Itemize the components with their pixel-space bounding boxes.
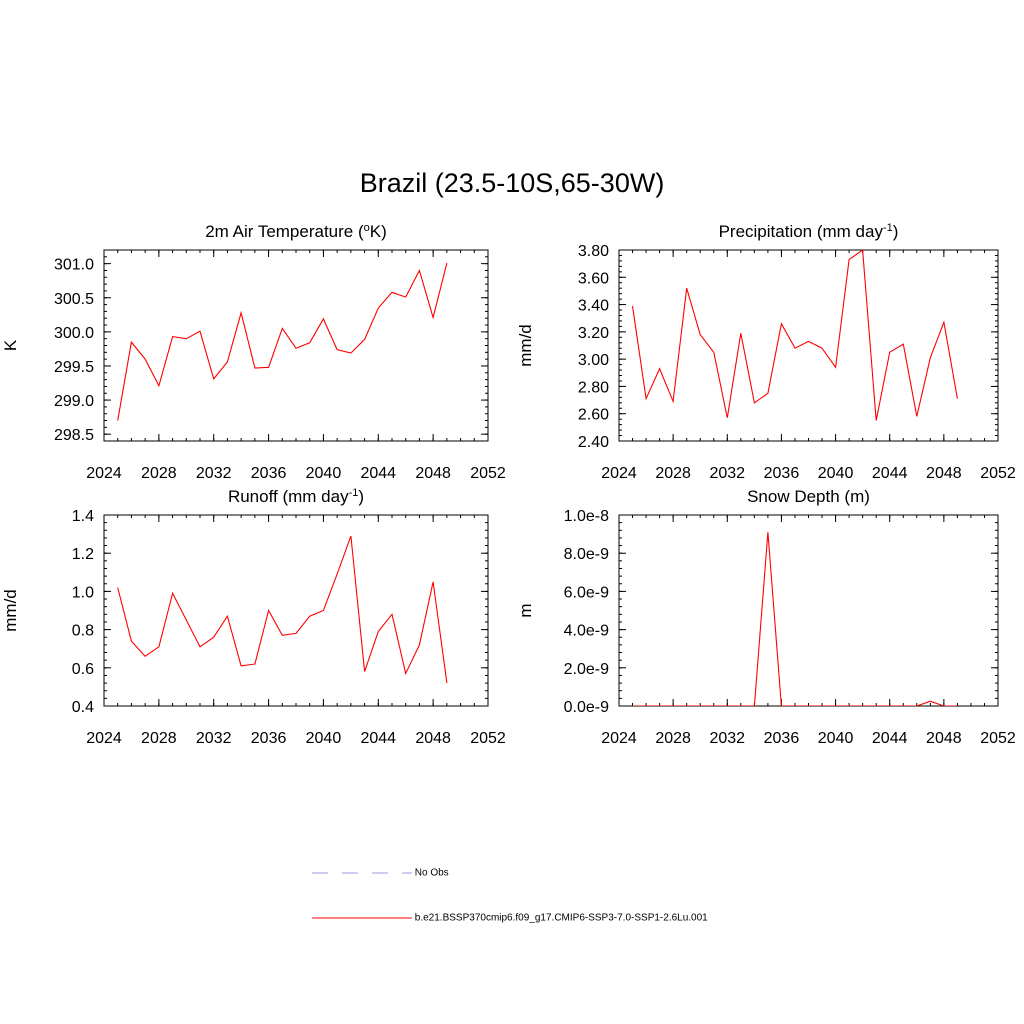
snow-depth-x-tick-label: 2024 — [601, 730, 637, 747]
snow-depth-plot-frame — [618, 514, 999, 707]
snow-depth-y-tick-label: 4.0e-9 — [564, 623, 609, 640]
precipitation-y-axis-label: mm/d — [516, 324, 535, 367]
legend-model-run: b.e21.BSSP370cmip6.f09_g17.CMIP6-SSP3-7.… — [312, 911, 708, 925]
legend-no-obs-label: No Obs — [414, 867, 449, 879]
runoff-y-tick-label: 1.0 — [72, 584, 94, 601]
legend-model-run-label: b.e21.BSSP370cmip6.f09_g17.CMIP6-SSP3-7.… — [414, 912, 708, 924]
temperature-x-tick-label: 2024 — [86, 465, 122, 482]
runoff-x-tick-label: 2044 — [360, 730, 396, 747]
runoff-plot-frame — [103, 514, 489, 707]
temperature-y-tick-label: 300.5 — [54, 291, 94, 308]
temperature-plot-frame — [103, 249, 489, 442]
temperature-y-tick-label: 300.0 — [54, 325, 94, 342]
snow-depth-x-tick-label: 2040 — [818, 730, 854, 747]
legend-no-obs: No Obs — [312, 866, 449, 880]
temperature-x-tick-label: 2036 — [251, 465, 287, 482]
precipitation-y-tick-label: 3.20 — [578, 325, 609, 342]
snow-depth-y-tick-label: 1.0e-8 — [564, 508, 609, 525]
precipitation-x-tick-label: 2052 — [980, 465, 1016, 482]
precipitation-x-tick-label: 2032 — [709, 465, 745, 482]
temperature-y-axis-label: K — [1, 339, 20, 351]
temperature-panel-title: 2m Air Temperature (oK) — [205, 222, 387, 241]
runoff-y-axis-label: mm/d — [1, 589, 20, 632]
temperature-y-tick-label: 299.0 — [54, 393, 94, 410]
runoff-x-tick-label: 2048 — [415, 730, 451, 747]
precipitation-x-tick-label: 2040 — [818, 465, 854, 482]
runoff-x-tick-label: 2052 — [470, 730, 506, 747]
runoff-x-tick-label: 2024 — [86, 730, 122, 747]
temperature-y-tick-label: 299.5 — [54, 359, 94, 376]
snow-depth-y-tick-label: 2.0e-9 — [564, 661, 609, 678]
temperature-x-tick-label: 2048 — [415, 465, 451, 482]
precipitation-x-tick-label: 2028 — [655, 465, 691, 482]
legend-model-run-line — [312, 917, 412, 919]
runoff-y-tick-label: 1.2 — [72, 546, 94, 563]
panel-temperature: 2024 2028 2032 2036 2040 2044 2048 2052 298.5 299… — [1, 222, 506, 482]
panel-runoff: 2024 2028 2032 2036 2040 2044 2048 2052 0.4 0.6 0.… — [1, 487, 506, 747]
precipitation-plot-frame — [618, 249, 999, 442]
runoff-x-tick-label: 2040 — [306, 730, 342, 747]
temperature-y-tick-label: 301.0 — [54, 257, 94, 274]
temperature-x-tick-label: 2032 — [196, 465, 232, 482]
precipitation-x-tick-label: 2044 — [872, 465, 908, 482]
snow-depth-y-axis-label: m — [516, 603, 535, 617]
precipitation-panel-title: Precipitation (mm day-1) — [719, 222, 899, 241]
panel-snow-depth: 2024 2028 2032 2036 2040 2044 2048 2052 0.0e-9 2.… — [516, 487, 1016, 747]
snow-depth-y-tick-label: 0.0e-9 — [564, 699, 609, 716]
snow-depth-x-tick-label: 2032 — [709, 730, 745, 747]
runoff-panel-title: Runoff (mm day-1) — [228, 487, 364, 506]
runoff-y-tick-label: 0.6 — [72, 661, 94, 678]
runoff-y-tick-label: 0.4 — [72, 699, 94, 716]
temperature-x-tick-label: 2040 — [306, 465, 342, 482]
temperature-x-tick-label: 2028 — [141, 465, 177, 482]
runoff-y-tick-label: 1.4 — [72, 508, 94, 525]
precipitation-y-tick-label: 3.40 — [578, 298, 609, 315]
precipitation-y-tick-label: 3.60 — [578, 270, 609, 287]
snow-depth-series-line — [632, 532, 958, 706]
precipitation-y-tick-label: 3.00 — [578, 352, 609, 369]
snow-depth-x-tick-label: 2044 — [872, 730, 908, 747]
runoff-x-tick-label: 2032 — [196, 730, 232, 747]
snow-depth-x-tick-label: 2052 — [980, 730, 1016, 747]
precipitation-x-tick-label: 2024 — [601, 465, 637, 482]
snow-depth-y-tick-label: 8.0e-9 — [564, 546, 609, 563]
snow-depth-x-tick-label: 2036 — [764, 730, 800, 747]
legend-no-obs-line — [312, 872, 412, 874]
runoff-y-tick-label: 0.8 — [72, 623, 94, 640]
precipitation-series-line — [631, 250, 958, 421]
runoff-x-tick-label: 2028 — [141, 730, 177, 747]
runoff-series-line — [117, 535, 448, 684]
runoff-x-tick-label: 2036 — [251, 730, 287, 747]
temperature-x-tick-label: 2052 — [470, 465, 506, 482]
precipitation-y-tick-label: 3.80 — [578, 243, 609, 260]
precipitation-x-tick-label: 2048 — [926, 465, 962, 482]
precipitation-x-tick-label: 2036 — [764, 465, 800, 482]
figure-title: Brazil (23.5-10S,65-30W) — [359, 168, 665, 198]
precipitation-y-tick-label: 2.40 — [578, 434, 609, 451]
snow-depth-y-tick-label: 6.0e-9 — [564, 584, 609, 601]
temperature-series-line — [117, 262, 448, 421]
snow-depth-x-tick-label: 2048 — [926, 730, 962, 747]
panel-precipitation: 2024 2028 2032 2036 2040 2044 2048 2052 2.40 2.60… — [516, 222, 1016, 482]
temperature-x-tick-label: 2044 — [360, 465, 396, 482]
precipitation-y-tick-label: 2.80 — [578, 379, 609, 396]
temperature-y-tick-label: 298.5 — [54, 427, 94, 444]
snow-depth-x-tick-label: 2028 — [655, 730, 691, 747]
precipitation-y-tick-label: 2.60 — [578, 407, 609, 424]
snow-depth-panel-title: Snow Depth (m) — [747, 487, 870, 506]
